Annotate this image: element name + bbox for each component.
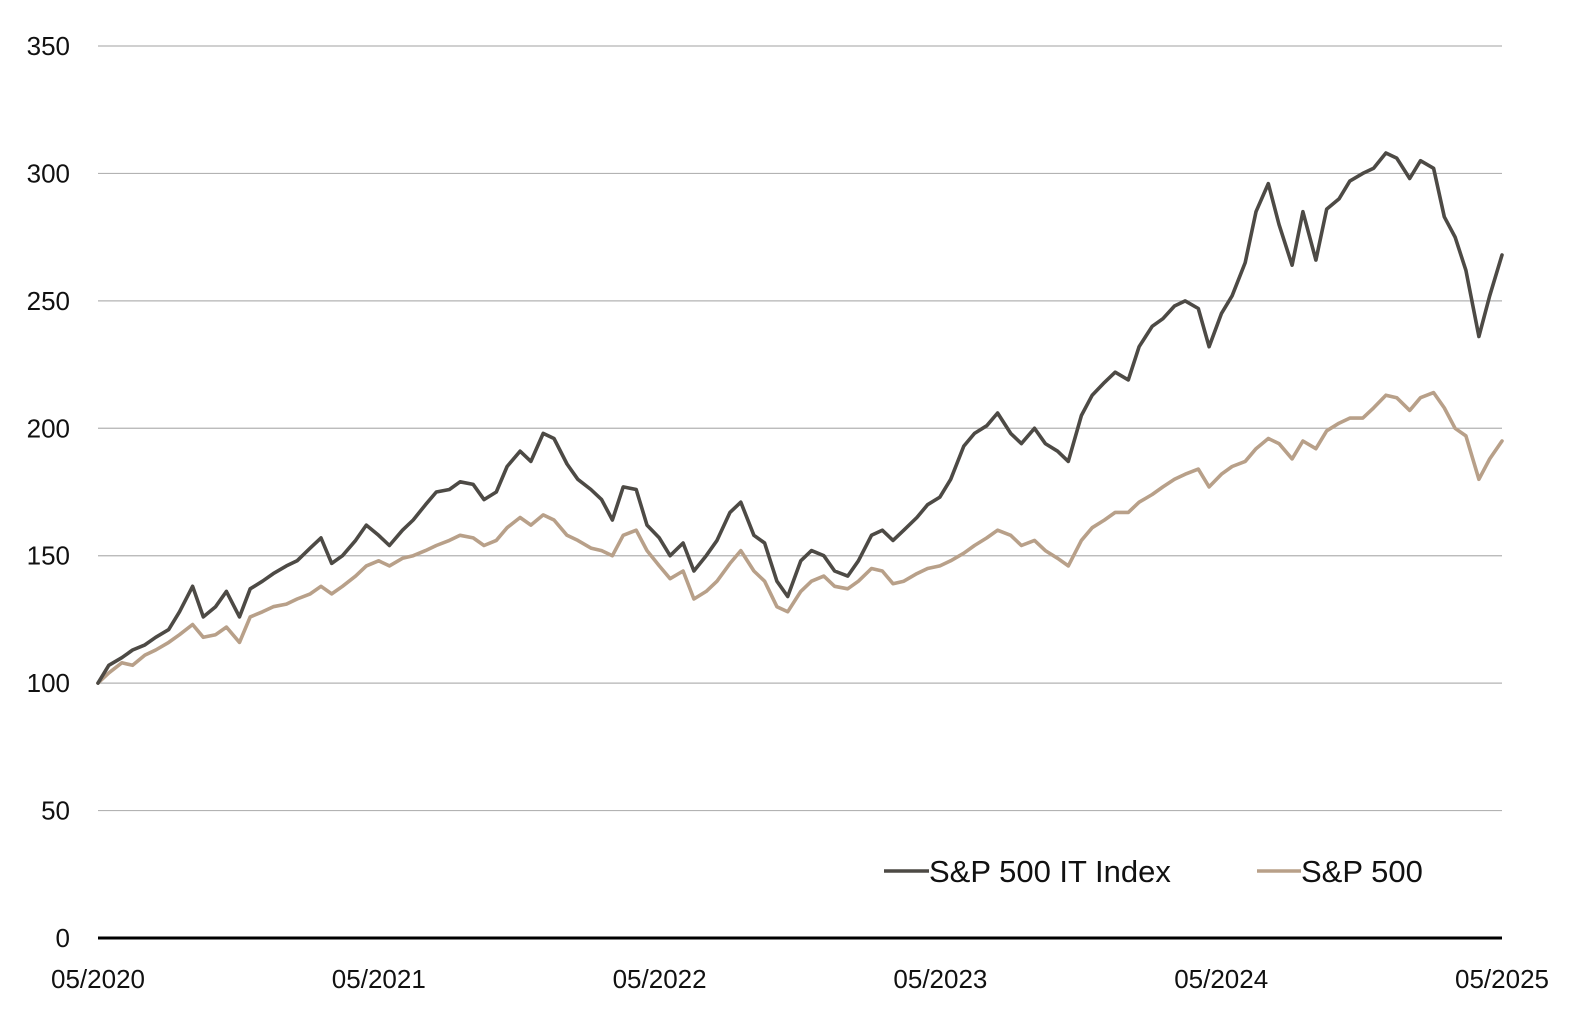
gridlines (98, 45, 1502, 812)
legend-label-sp500: S&P 500 (1301, 854, 1423, 889)
series-lines (96, 151, 1504, 685)
x-tick-label: 05/2020 (51, 964, 145, 994)
y-tick-label: 200 (27, 413, 70, 443)
y-tick-label: 150 (27, 541, 70, 571)
x-tick-label: 05/2022 (613, 964, 707, 994)
series-line-sp500 (96, 390, 1504, 685)
x-tick-label: 05/2023 (893, 964, 987, 994)
y-tick-label: 250 (27, 286, 70, 316)
x-axis-ticks: 05/2020 05/2021 05/2022 05/2023 05/2024 05/20… (51, 964, 1549, 994)
y-tick-label: 0 (56, 923, 70, 953)
x-tick-label: 05/2024 (1174, 964, 1268, 994)
legend: S&P 500 IT Index S&P 500 (884, 854, 1423, 889)
x-tick-label: 05/2025 (1455, 964, 1549, 994)
y-tick-label: 50 (41, 796, 70, 826)
y-tick-label: 350 (27, 31, 70, 61)
series-line-sp500-it-index (96, 151, 1504, 685)
legend-label-it: S&P 500 IT Index (929, 854, 1171, 889)
x-tick-label: 05/2021 (332, 964, 426, 994)
y-axis-ticks: 0 50 100 150 200 250 300 350 (27, 31, 70, 953)
y-tick-label: 100 (27, 668, 70, 698)
y-tick-label: 300 (27, 158, 70, 188)
